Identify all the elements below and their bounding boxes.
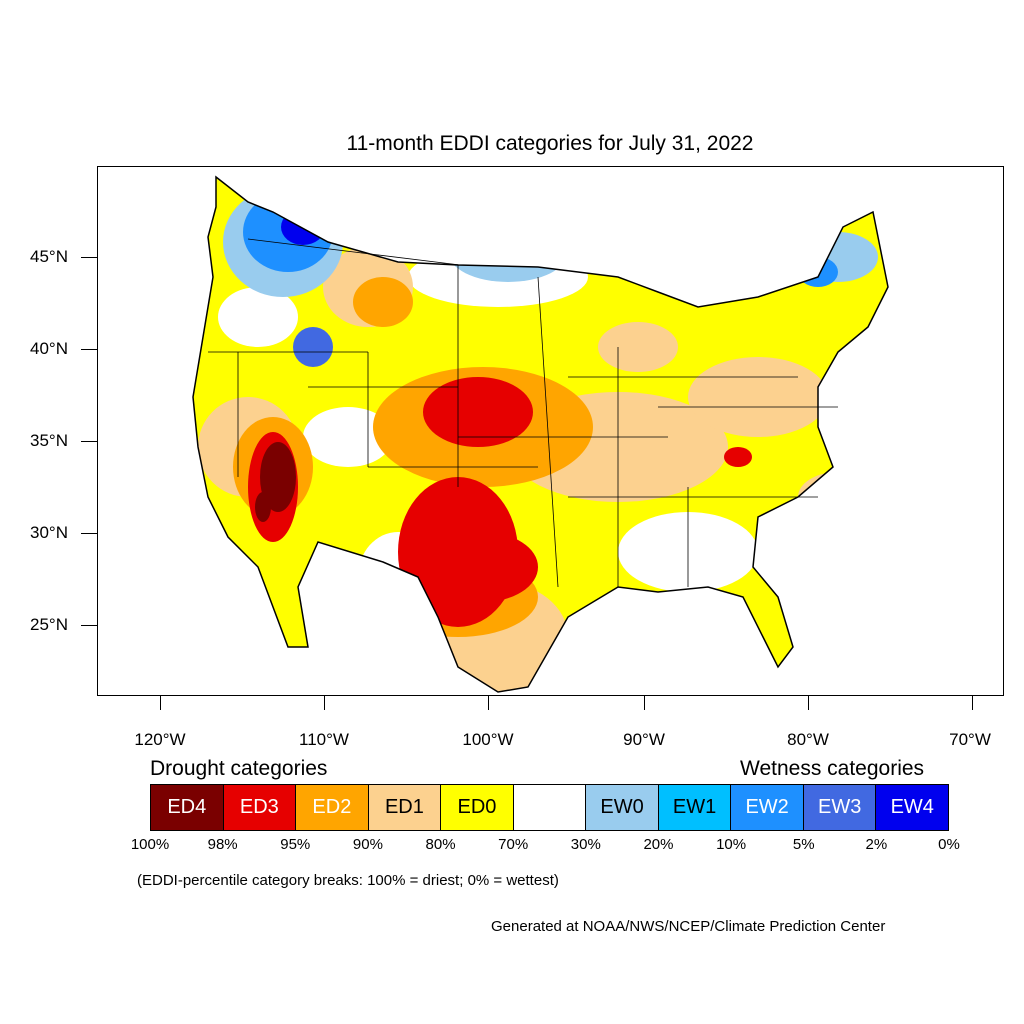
- percentile-label: 2%: [865, 836, 888, 853]
- legend-swatch-ed0: ED0: [441, 785, 514, 830]
- percentile-label: 30%: [570, 836, 601, 853]
- map-title: 11-month EDDI categories for July 31, 20…: [346, 132, 754, 155]
- lat-label-35: 35°N: [30, 431, 68, 450]
- percentile-label: 70%: [498, 836, 529, 853]
- percentile-label: 95%: [280, 836, 311, 853]
- legend-swatch-ew4: EW4: [876, 785, 949, 830]
- percentile-label: 10%: [716, 836, 747, 853]
- credit-line: Generated at NOAA/NWS/NCEP/Climate Predi…: [491, 918, 886, 935]
- legend-swatch-ed2: ED2: [296, 785, 369, 830]
- wetness-heading: Wetness categories: [740, 757, 925, 780]
- category-legend: ED4 ED3 ED2 ED1 ED0 EW0 EW1 EW2 EW3 EW4: [150, 784, 949, 831]
- legend-swatch-ed1: ED1: [368, 785, 442, 830]
- drought-heading: Drought categories: [150, 757, 328, 780]
- legend-swatch-ew3: EW3: [803, 785, 877, 830]
- lon-tick: [160, 696, 161, 710]
- lon-label-80: 80°W: [787, 730, 829, 749]
- lat-label-40: 40°N: [30, 339, 68, 358]
- eddi-map: [97, 166, 1004, 696]
- lon-tick: [488, 696, 489, 710]
- lat-label-25: 25°N: [30, 615, 68, 634]
- lon-label-120: 120°W: [134, 730, 186, 749]
- legend-swatch-ew0: EW0: [586, 785, 659, 830]
- category-note: (EDDI-percentile category breaks: 100% =…: [137, 872, 559, 889]
- lon-tick: [324, 696, 325, 710]
- lat-label-30: 30°N: [30, 523, 68, 542]
- lat-tick: [81, 349, 97, 350]
- lat-tick: [81, 441, 97, 442]
- lon-label-70: 70°W: [949, 730, 991, 749]
- percentile-label: 0%: [938, 836, 960, 853]
- legend-swatch-ed3: ED3: [223, 785, 297, 830]
- legend-swatch-neutral: [513, 785, 587, 830]
- lon-label-110: 110°W: [299, 730, 349, 749]
- percentile-label: 100%: [130, 836, 170, 853]
- lon-label-100: 100°W: [462, 730, 514, 749]
- legend-swatch-ew2: EW2: [731, 785, 804, 830]
- legend-swatch-ew1: EW1: [658, 785, 732, 830]
- map-canvas: [192, 175, 889, 693]
- legend-swatch-ed4: ED4: [151, 785, 224, 830]
- lon-tick: [972, 696, 973, 710]
- lat-tick: [81, 625, 97, 626]
- lon-tick: [644, 696, 645, 710]
- percentile-label: 80%: [425, 836, 456, 853]
- percentile-label: 20%: [643, 836, 674, 853]
- percentile-label: 98%: [207, 836, 238, 853]
- percentile-label: 90%: [352, 836, 383, 853]
- lat-label-45: 45°N: [30, 247, 68, 266]
- lat-tick: [81, 533, 97, 534]
- lon-label-90: 90°W: [623, 730, 665, 749]
- lat-tick: [81, 257, 97, 258]
- lon-tick: [808, 696, 809, 710]
- percentile-label: 5%: [792, 836, 815, 853]
